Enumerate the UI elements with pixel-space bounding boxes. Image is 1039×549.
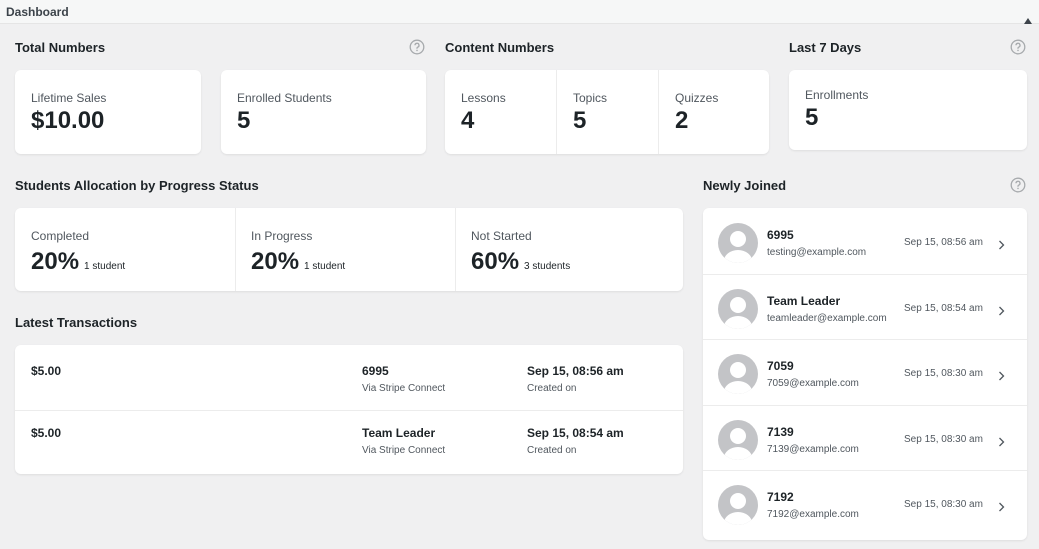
- help-icon[interactable]: [1010, 39, 1026, 55]
- stat-label: Topics: [573, 91, 608, 105]
- divider: [703, 273, 1027, 275]
- user-name: 7139: [767, 424, 794, 439]
- transaction-date-label: Created on: [527, 445, 577, 456]
- header-title: Dashboard: [6, 5, 69, 19]
- stat-label: Quizzes: [675, 91, 719, 105]
- stat-card: [15, 70, 201, 154]
- transaction-method: Via Stripe Connect: [362, 445, 446, 456]
- stat-value: 4: [461, 107, 475, 134]
- avatar: [718, 288, 758, 329]
- user-name: 7192: [767, 490, 794, 504]
- user-date: Sep 15, 08:54 am: [904, 302, 983, 314]
- progress-label: Not Started: [471, 229, 532, 243]
- transaction-name: Team Leader: [362, 426, 436, 440]
- progress-note: 3 students: [524, 261, 571, 272]
- progress-label: In Progress: [251, 229, 313, 243]
- divider: [703, 470, 1027, 471]
- user-email: 7139@example.com: [767, 443, 859, 455]
- progress-value: 20%: [31, 248, 80, 275]
- stat-label: Enrolled Students: [237, 91, 332, 105]
- stat-value: 5: [237, 107, 251, 134]
- chevron[interactable]: [998, 369, 1005, 381]
- section-title: Content Numbers: [445, 40, 555, 55]
- stat-value: 5: [573, 107, 587, 134]
- section-title: Total Numbers: [15, 40, 106, 55]
- divider: [235, 208, 236, 291]
- transaction-date: Sep 15, 08:56 am: [527, 364, 624, 378]
- stat-card: [221, 70, 426, 154]
- stat-value: 2: [675, 107, 689, 134]
- stat-value: 5: [805, 104, 819, 131]
- progress-value: 60%: [471, 248, 520, 275]
- transaction-amount: $5.00: [31, 364, 62, 378]
- transaction-name: 6995: [362, 364, 389, 378]
- chevron[interactable]: [998, 238, 1005, 250]
- stat-value: $10.00: [31, 107, 105, 134]
- user-name: Team Leader: [767, 293, 841, 308]
- transaction-method: Via Stripe Connect: [362, 383, 446, 394]
- stat-label: Lessons: [461, 91, 506, 105]
- section-title: Latest Transactions: [15, 315, 138, 330]
- user-date: Sep 15, 08:56 am: [904, 237, 983, 248]
- divider: [703, 339, 1027, 340]
- user-name: 7059: [767, 359, 794, 373]
- divider: [15, 410, 683, 411]
- chevron[interactable]: [998, 500, 1005, 512]
- avatar: [718, 485, 758, 525]
- divider: [455, 208, 456, 291]
- stat-card: [445, 70, 769, 154]
- progress-card: [15, 208, 683, 291]
- progress-value: 20%: [251, 248, 300, 275]
- avatar: [718, 223, 758, 263]
- user-email: teamleader@example.com: [767, 312, 887, 324]
- user-date: Sep 15, 08:30 am: [904, 368, 983, 379]
- divider: [556, 70, 557, 154]
- section-title: Newly Joined: [703, 178, 787, 193]
- progress-note: 1 student: [304, 261, 346, 272]
- transactions-card: [15, 345, 683, 474]
- user-name: 6995: [767, 228, 794, 242]
- stat-card: [789, 70, 1027, 150]
- progress-label: Completed: [31, 229, 90, 243]
- help-icon[interactable]: [409, 39, 425, 55]
- user-date: Sep 15, 08:30 am: [904, 499, 983, 510]
- transaction-amount: $5.00: [31, 426, 62, 440]
- section-title: Students Allocation by Progress Status: [15, 178, 259, 193]
- chevron[interactable]: [998, 304, 1005, 315]
- divider: [658, 70, 659, 154]
- transaction-date: Sep 15, 08:54 am: [527, 426, 624, 440]
- chevron[interactable]: [998, 435, 1005, 446]
- progress-note: 1 student: [84, 261, 126, 272]
- user-date: Sep 15, 08:30 am: [904, 433, 983, 445]
- header-bar: [0, 0, 1039, 24]
- stat-label: Enrollments: [805, 88, 869, 102]
- divider: [703, 404, 1027, 406]
- avatar: [718, 419, 758, 460]
- user-email: 7059@example.com: [767, 378, 859, 389]
- user-email: testing@example.com: [767, 247, 867, 258]
- section-title: Last 7 Days: [789, 40, 862, 55]
- stat-label: Lifetime Sales: [31, 91, 107, 105]
- avatar: [718, 354, 758, 394]
- transaction-date-label: Created on: [527, 383, 577, 394]
- collapse-toggle[interactable]: [1024, 12, 1032, 24]
- help-icon[interactable]: [1010, 177, 1026, 193]
- user-email: 7192@example.com: [767, 509, 859, 520]
